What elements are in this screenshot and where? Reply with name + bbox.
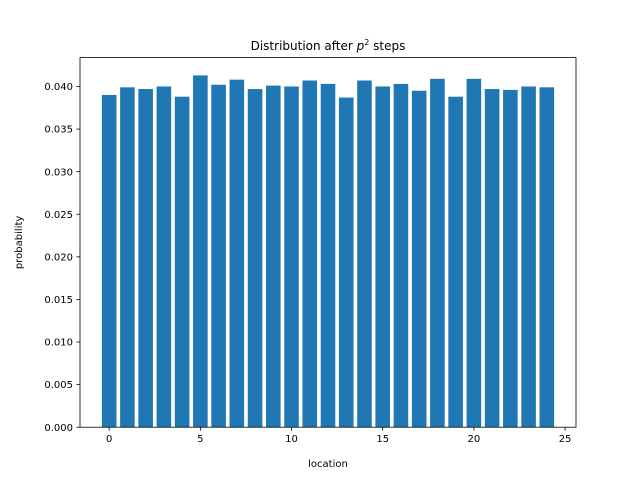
y-tick-label: 0.040 [44, 82, 73, 93]
x-tick-label: 5 [197, 434, 203, 445]
bar-15 [375, 86, 390, 428]
bar-5 [193, 75, 208, 428]
y-tick-label: 0.035 [44, 125, 73, 136]
bar-13 [338, 97, 354, 428]
y-tick-label: 0.015 [44, 295, 73, 306]
bar-17 [411, 90, 427, 428]
bar-8 [247, 89, 263, 428]
y-tick-label: 0.010 [44, 338, 73, 349]
bar-1 [120, 87, 135, 428]
x-tick-label: 10 [285, 434, 298, 445]
x-tick-label: 25 [559, 434, 572, 445]
y-tick-label: 0.030 [44, 167, 73, 178]
bar-12 [320, 83, 336, 428]
bar-20 [466, 78, 482, 428]
bar-18 [430, 78, 445, 428]
y-tick-label: 0.005 [44, 380, 73, 391]
y-axis-ticks: 0.000 0.005 0.010 0.015 0.020 0.025 0.030 0.035… [44, 82, 80, 434]
y-tick-label: 0.025 [44, 210, 73, 221]
bar-24 [539, 87, 555, 428]
y-tick-label: 0.020 [44, 252, 73, 263]
bar-19 [448, 96, 463, 428]
y-tick-label: 0.000 [44, 423, 73, 434]
bar-21 [484, 89, 500, 428]
bar-14 [357, 80, 372, 428]
bar-6 [211, 84, 226, 428]
bar-4 [174, 96, 190, 428]
bar-0 [101, 94, 117, 428]
x-tick-label: 0 [106, 434, 112, 445]
chart-title: Distribution after p2 steps [251, 38, 406, 53]
bars-group [101, 75, 555, 428]
bar-11 [302, 80, 318, 428]
bar-9 [266, 85, 281, 428]
bar-23 [521, 86, 536, 428]
x-axis-ticks: 0 5 10 15 20 25 [106, 427, 571, 445]
x-tick-label: 15 [376, 434, 389, 445]
x-axis-label: location [308, 459, 348, 470]
bar-7 [229, 79, 245, 428]
plot-frame [79, 57, 577, 428]
bar-22 [503, 89, 518, 428]
bar-10 [284, 86, 299, 428]
y-axis-label: probability [14, 216, 25, 269]
bar-3 [156, 86, 172, 428]
bar-2 [138, 89, 153, 428]
x-tick-label: 20 [468, 434, 481, 445]
bar-16 [393, 83, 409, 428]
